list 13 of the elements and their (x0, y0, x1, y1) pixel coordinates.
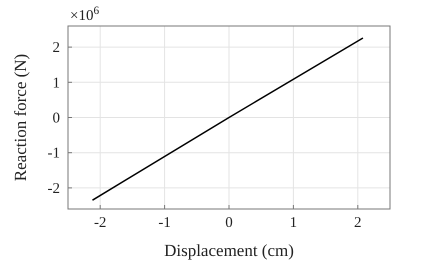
y-tick-label: -1 (48, 146, 60, 162)
y-axis-title: Reaction force (N) (11, 54, 30, 182)
x-tick-label: 2 (354, 215, 362, 231)
x-tick-label: 1 (290, 215, 298, 231)
y-tick-label: 0 (52, 110, 60, 126)
text: ×10$^{6}$ (70, 5, 100, 24)
x-axis-title: Displacement (cm) (164, 241, 294, 260)
x-tick-label: -2 (94, 215, 106, 231)
y-tick-label: -2 (48, 180, 60, 197)
y-tick-label: 1 (52, 75, 60, 92)
y-tick-label: 2 (52, 40, 60, 56)
x-tick-label: -1 (158, 215, 171, 231)
x-tick-label: 0 (225, 215, 233, 231)
